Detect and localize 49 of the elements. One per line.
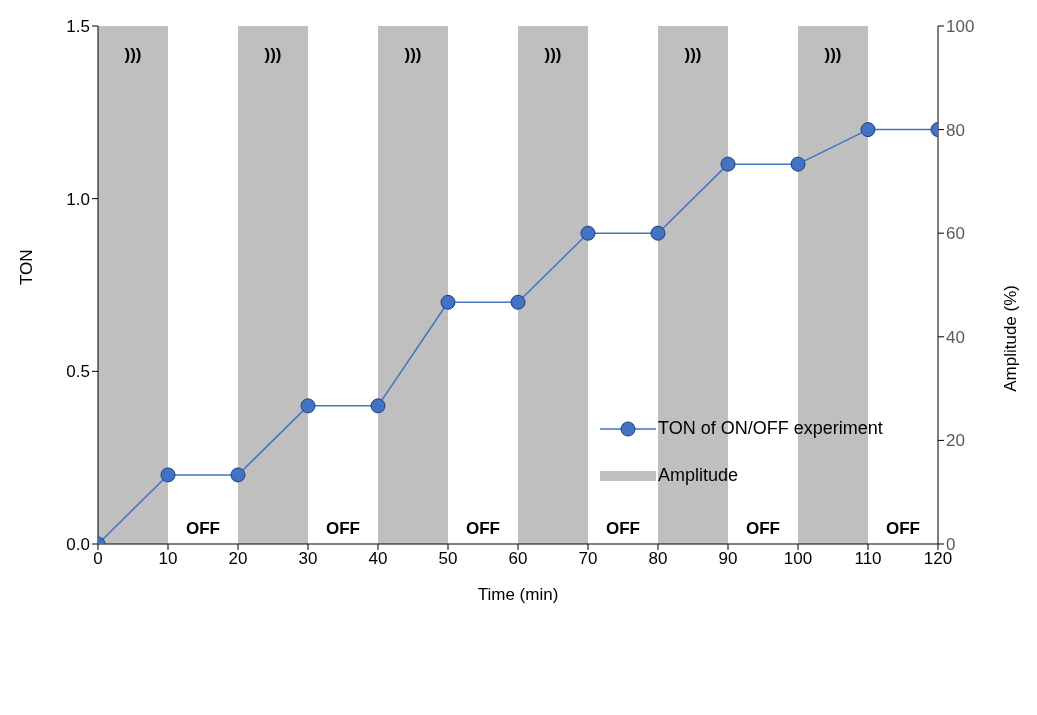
point (510, 294, 526, 310)
point (650, 225, 666, 241)
annotation: ))) (264, 45, 282, 65)
annotation: ))) (124, 45, 142, 65)
x-tick-label: 40 (368, 549, 388, 569)
x-tick-label: 90 (718, 549, 738, 569)
annotation: OFF (186, 519, 220, 538)
point (230, 467, 246, 483)
point (300, 398, 316, 414)
x-axis-title: Time (min) (477, 585, 559, 604)
y2-tick-label: 40 (946, 327, 965, 347)
annotation: ))) (824, 45, 842, 65)
annotation: OFF (746, 519, 780, 538)
x-tick-label: 20 (228, 549, 248, 569)
y2-tick-label: 100 (946, 17, 975, 37)
x-tick-label: 70 (578, 549, 598, 569)
y-tick-label: 1.0 (66, 189, 90, 209)
legend-label: TON of ON/OFF experiment (658, 418, 883, 439)
x-tick-label: 50 (438, 549, 458, 569)
x-tick-label: 60 (508, 549, 528, 569)
annotation: ))) (684, 45, 702, 65)
annotation: OFF (466, 519, 500, 538)
y-tick-label: 0.0 (66, 535, 90, 555)
x-tick-label: 110 (854, 549, 882, 569)
x-tick-label: 30 (298, 549, 318, 569)
annotation: ))) (404, 45, 422, 65)
point (440, 294, 456, 310)
y-tick-label: 0.5 (66, 362, 90, 382)
point (160, 467, 176, 483)
point (790, 156, 806, 172)
y2-axis-title: Amplitude (%) (1001, 285, 1021, 392)
annotation: OFF (606, 519, 640, 538)
point (370, 398, 386, 414)
y-axis-title: TON (17, 249, 37, 285)
annotation: OFF (326, 519, 360, 538)
x-tick-label: 10 (158, 549, 178, 569)
y-tick-label: 1.5 (66, 17, 90, 37)
annotation: ))) (544, 45, 562, 65)
annotation: OFF (886, 519, 920, 538)
point (720, 156, 736, 172)
point (860, 122, 876, 138)
y2-tick-label: 80 (946, 120, 965, 140)
point (580, 225, 596, 241)
x-tick-label: 80 (648, 549, 668, 569)
legend-label: Amplitude (658, 465, 739, 486)
x-tick-label: 100 (783, 549, 813, 569)
x-tick-label: 0 (93, 549, 103, 569)
y2-tick-label: 60 (946, 224, 965, 244)
y2-tick-label: 20 (946, 431, 965, 451)
